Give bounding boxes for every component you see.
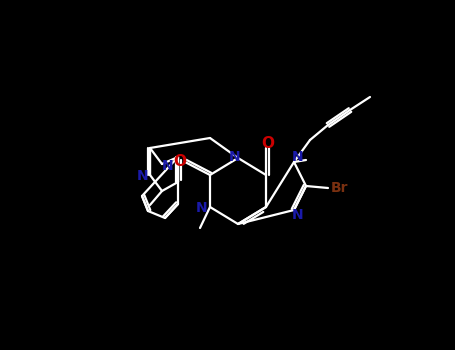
Text: O: O <box>262 136 274 152</box>
Text: N: N <box>292 208 304 222</box>
Text: O: O <box>173 154 187 168</box>
Text: N: N <box>292 150 304 164</box>
Text: N: N <box>196 201 208 215</box>
Text: Br: Br <box>331 181 349 195</box>
Text: N: N <box>229 150 241 164</box>
Text: N: N <box>162 159 174 173</box>
Text: N: N <box>137 169 149 183</box>
